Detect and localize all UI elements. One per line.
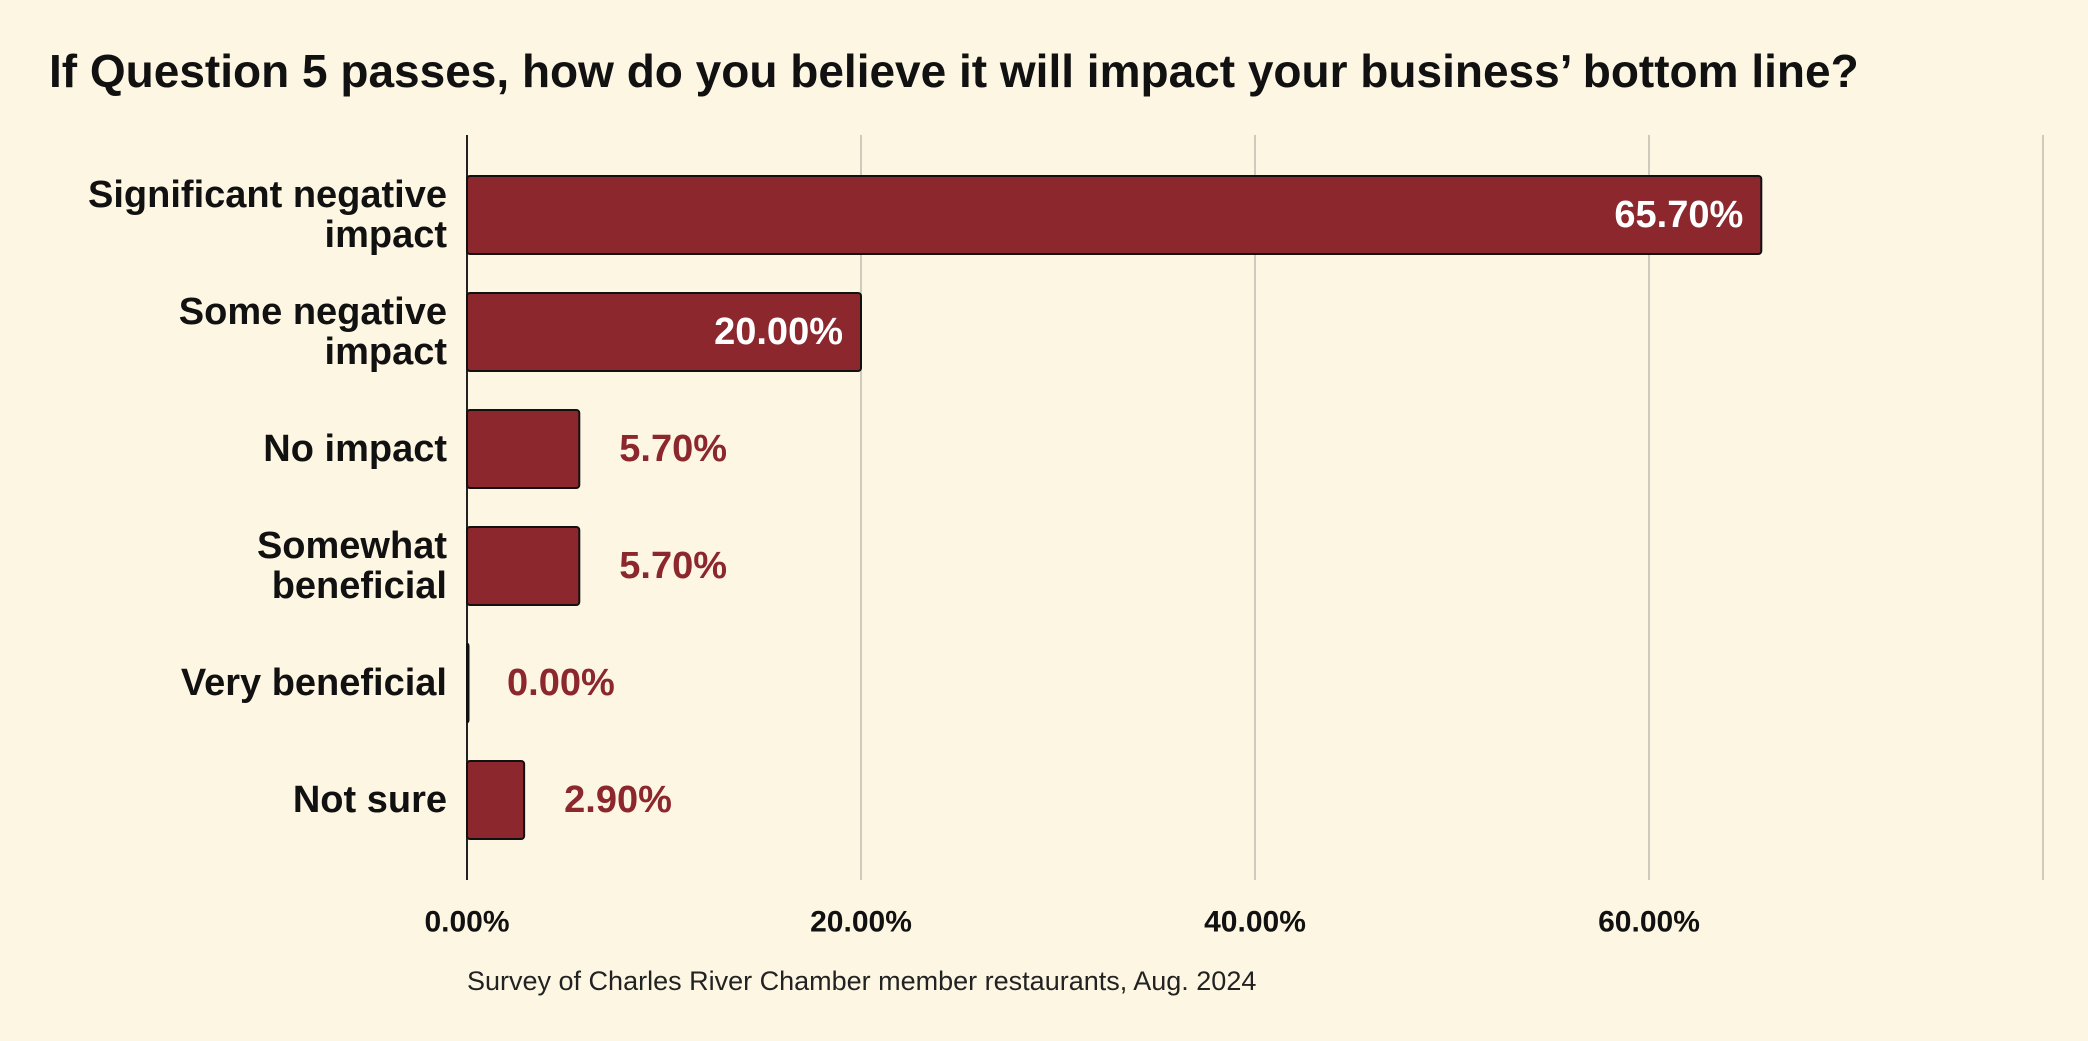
category-label: Somewhat beneficial [257,525,447,607]
category-label-line: Significant negative [88,174,447,216]
category-label-line: Not sure [293,779,447,821]
bar [466,760,526,840]
x-tick-label: 60.00% [1598,906,1700,939]
category-label: Some negative impact [179,291,448,373]
source-note: Survey of Charles River Chamber member r… [467,966,1257,996]
category-label-line: No impact [263,428,447,470]
category-label: Significant negative impact [88,174,447,256]
bar [466,175,1763,255]
category-label: Not sure [293,779,447,821]
category-label-line: beneficial [272,565,447,607]
value-label: 65.70% [1614,194,1743,236]
value-label: 2.90% [564,779,672,821]
bar [466,526,581,606]
value-label: 20.00% [714,311,843,353]
value-label: 5.70% [619,545,727,587]
chart-title: If Question 5 passes, how do you believe… [49,45,1859,97]
category-label-line: impact [325,214,448,256]
category-label: No impact [263,428,447,470]
x-tick-label: 20.00% [810,906,912,939]
category-label: Very beneficial [181,662,447,704]
x-tick-label: 0.00% [424,906,509,939]
x-tick-label: 40.00% [1204,906,1306,939]
value-label: 0.00% [507,662,615,704]
bar [466,409,581,489]
category-label-line: impact [325,331,448,373]
category-label-line: Somewhat [257,525,447,567]
value-label: 5.70% [619,428,727,470]
bar [466,643,470,723]
category-label-line: Very beneficial [181,662,447,704]
bar [466,292,862,372]
category-label-line: Some negative [179,291,447,333]
